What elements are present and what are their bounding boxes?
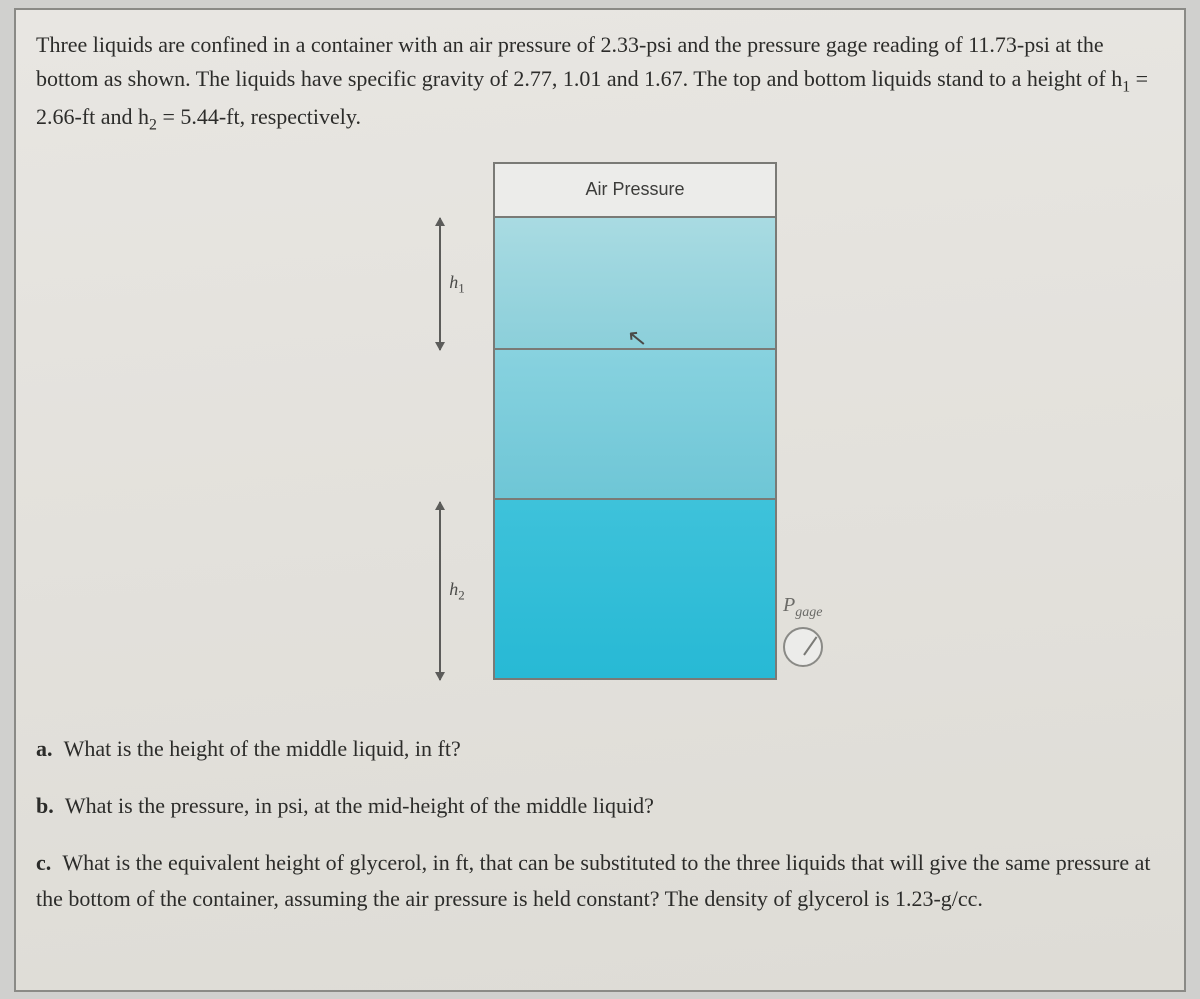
question-a-text: What is the height of the middle liquid,…: [59, 736, 461, 761]
gage-dial-icon: [783, 627, 823, 667]
liquid-container: [493, 218, 777, 680]
problem-text-3: = 5.44-ft, respectively.: [157, 104, 361, 129]
h1-sub: 1: [458, 280, 464, 295]
pressure-gage-area: Pgage: [783, 594, 873, 667]
cursor-icon: ↖: [626, 323, 649, 354]
problem-text-1: Three liquids are confined in a containe…: [36, 32, 1122, 91]
air-pressure-band: Air Pressure: [493, 162, 777, 218]
question-b-lead: b.: [36, 793, 54, 818]
air-pressure-label: Air Pressure: [585, 179, 684, 200]
figure-area: Air Pressure h1 h2 ↖: [36, 162, 1158, 689]
dimension-h2-label: h2: [449, 579, 464, 604]
question-b-text: What is the pressure, in psi, at the mid…: [60, 793, 654, 818]
problem-page: Three liquids are confined in a containe…: [14, 8, 1186, 992]
dimension-h1-label: h1: [449, 272, 464, 297]
pgage-sub: gage: [795, 605, 822, 620]
container-figure: Air Pressure h1 h2 ↖: [417, 162, 777, 684]
question-a: a. What is the height of the middle liqu…: [36, 731, 1158, 766]
h1-subscript: 1: [1122, 78, 1130, 95]
questions-block: a. What is the height of the middle liqu…: [36, 731, 1158, 916]
problem-statement: Three liquids are confined in a containe…: [36, 28, 1158, 138]
h2-base: h: [449, 579, 458, 599]
h1-base: h: [449, 272, 458, 292]
dimension-h2: h2: [417, 502, 487, 680]
h2-subscript: 2: [149, 116, 157, 133]
dimension-h1: h1: [417, 218, 487, 350]
question-a-lead: a.: [36, 736, 53, 761]
question-b: b. What is the pressure, in psi, at the …: [36, 788, 1158, 823]
h2-sub: 2: [458, 587, 464, 602]
question-c-lead: c.: [36, 850, 51, 875]
pgage-base: P: [783, 594, 795, 616]
dimension-h2-arrow: [439, 502, 441, 680]
question-c: c. What is the equivalent height of glyc…: [36, 845, 1158, 915]
liquid-layer-bottom: [495, 500, 775, 678]
question-c-text: What is the equivalent height of glycero…: [36, 850, 1150, 910]
dimension-h1-arrow: [439, 218, 441, 350]
pgage-label: Pgage: [783, 594, 822, 621]
liquid-layer-middle: [495, 350, 775, 500]
